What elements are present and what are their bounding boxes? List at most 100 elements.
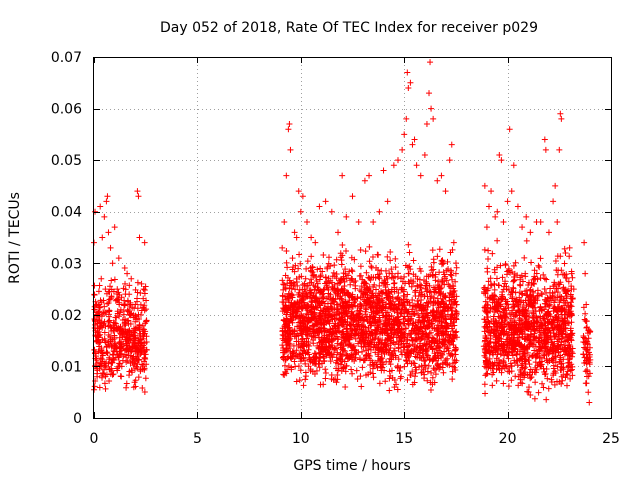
data-point xyxy=(444,258,451,265)
data-point xyxy=(99,356,106,363)
data-point xyxy=(131,379,138,386)
data-point xyxy=(354,375,361,382)
data-point xyxy=(357,302,364,309)
data-point xyxy=(387,257,394,264)
data-point xyxy=(310,322,317,329)
data-point xyxy=(297,367,304,374)
data-point xyxy=(137,301,144,308)
data-point xyxy=(138,280,145,287)
data-point xyxy=(121,264,128,271)
data-point xyxy=(369,253,376,260)
data-point xyxy=(404,310,411,317)
data-point xyxy=(348,267,355,274)
data-point xyxy=(103,198,110,205)
data-point xyxy=(449,368,456,375)
data-point xyxy=(348,254,355,261)
data-point xyxy=(430,115,437,122)
data-point xyxy=(98,275,105,282)
data-point xyxy=(406,299,413,306)
data-point xyxy=(133,363,140,370)
data-point xyxy=(102,364,109,371)
data-point xyxy=(447,271,454,278)
data-point xyxy=(438,257,445,264)
data-point xyxy=(299,336,306,343)
data-point xyxy=(343,247,350,254)
data-point xyxy=(134,289,141,296)
data-point xyxy=(424,368,431,375)
data-point xyxy=(283,172,290,179)
data-point xyxy=(293,338,300,345)
data-point xyxy=(496,151,503,158)
data-point xyxy=(370,374,377,381)
data-point xyxy=(113,343,120,350)
data-point xyxy=(303,265,310,272)
data-point xyxy=(428,105,435,112)
data-point xyxy=(359,348,366,355)
data-point xyxy=(452,351,459,358)
data-point xyxy=(138,349,145,356)
y-tick-label: 0.05 xyxy=(51,153,82,169)
data-point xyxy=(360,357,367,364)
data-point xyxy=(135,193,142,200)
data-point xyxy=(583,380,590,387)
data-point xyxy=(118,373,125,380)
data-point xyxy=(450,341,457,348)
y-tick-labels: 0 0.01 0.02 0.03 0.04 0.05 0.06 0.07 xyxy=(51,50,82,427)
data-point xyxy=(541,286,548,293)
data-point xyxy=(141,389,148,396)
data-point xyxy=(359,364,366,371)
data-point xyxy=(311,370,318,377)
data-point xyxy=(375,251,382,258)
data-point xyxy=(116,327,123,334)
data-point xyxy=(107,244,114,251)
data-point xyxy=(435,324,442,331)
data-point xyxy=(421,358,428,365)
data-point xyxy=(394,273,401,280)
data-point xyxy=(532,379,539,386)
data-point xyxy=(95,288,102,295)
data-point xyxy=(345,290,352,297)
data-point xyxy=(116,313,123,320)
data-point xyxy=(130,354,137,361)
data-point xyxy=(102,385,109,392)
data-point xyxy=(485,247,492,254)
data-point xyxy=(453,264,460,271)
data-point xyxy=(528,259,535,266)
data-point xyxy=(421,151,428,158)
data-point xyxy=(357,246,364,253)
data-point xyxy=(96,343,103,350)
data-point xyxy=(405,241,412,248)
data-point xyxy=(115,289,122,296)
data-point xyxy=(537,219,544,226)
data-point xyxy=(397,375,404,382)
data-point xyxy=(442,188,449,195)
data-point xyxy=(337,361,344,368)
data-point xyxy=(307,358,314,365)
data-point xyxy=(317,381,324,388)
data-point xyxy=(98,347,105,354)
data-point xyxy=(388,367,395,374)
data-point xyxy=(357,263,364,270)
data-point xyxy=(295,363,302,370)
data-point xyxy=(304,219,311,226)
data-point xyxy=(489,250,496,257)
data-point xyxy=(320,306,327,313)
data-point xyxy=(582,317,589,324)
data-point xyxy=(537,255,544,262)
data-point xyxy=(358,383,365,390)
data-point xyxy=(125,317,132,324)
data-point xyxy=(401,363,408,370)
data-point xyxy=(452,298,459,305)
data-point xyxy=(361,177,368,184)
data-point xyxy=(365,274,372,281)
data-point xyxy=(143,361,150,368)
data-point xyxy=(443,277,450,284)
data-point xyxy=(112,354,119,361)
data-point xyxy=(371,359,378,366)
plot-frame xyxy=(93,57,612,419)
data-point xyxy=(105,229,112,236)
data-point xyxy=(375,357,382,364)
data-point xyxy=(445,266,452,273)
data-point xyxy=(289,255,296,262)
data-point xyxy=(91,317,98,324)
